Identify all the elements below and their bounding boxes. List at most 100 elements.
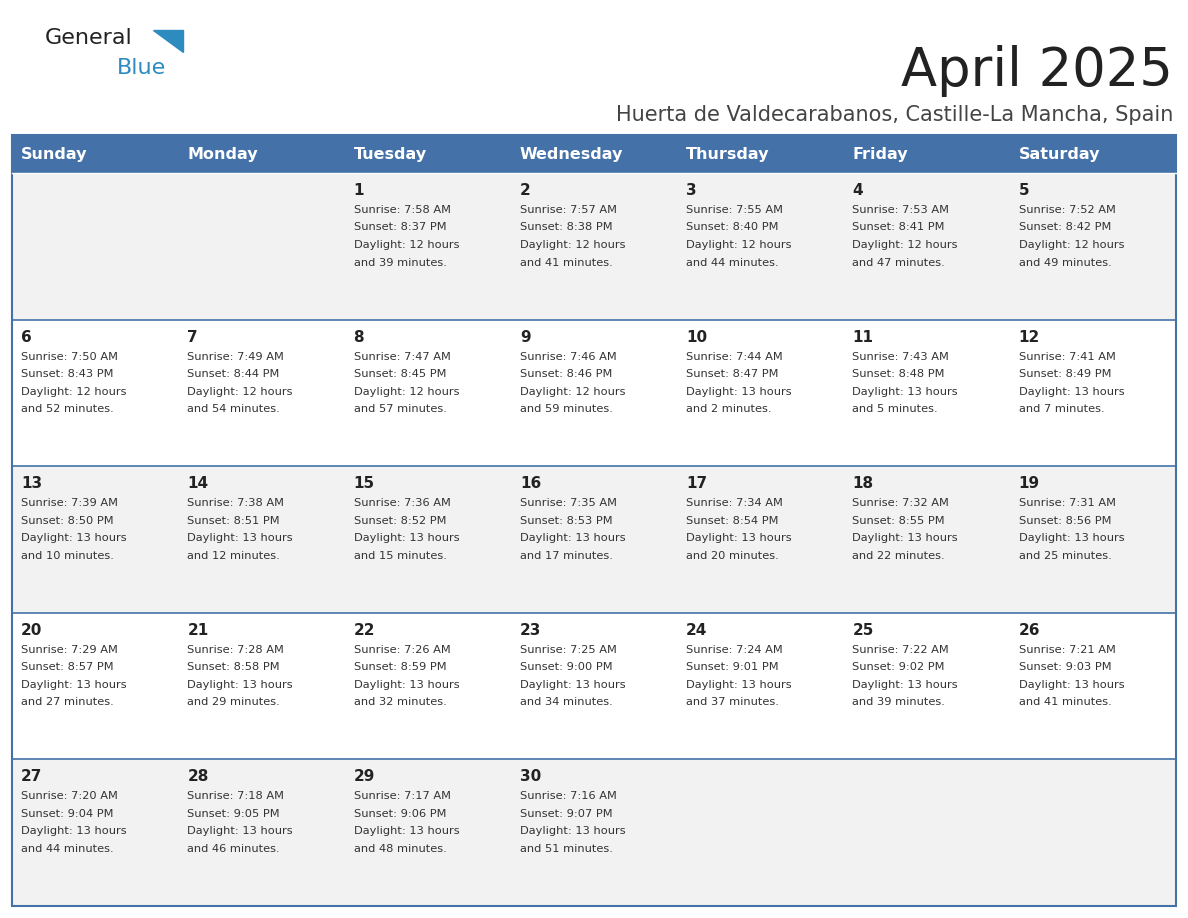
Text: Daylight: 13 hours: Daylight: 13 hours bbox=[21, 680, 127, 689]
Text: Daylight: 13 hours: Daylight: 13 hours bbox=[853, 533, 958, 543]
Text: 6: 6 bbox=[21, 330, 32, 344]
Bar bbox=[677, 613, 843, 759]
Text: Daylight: 13 hours: Daylight: 13 hours bbox=[1019, 386, 1124, 397]
Bar bbox=[345, 135, 511, 173]
Text: 27: 27 bbox=[21, 769, 43, 784]
Text: 11: 11 bbox=[853, 330, 873, 344]
Bar bbox=[12, 319, 178, 466]
Text: and 32 minutes.: and 32 minutes. bbox=[354, 698, 447, 707]
Text: Daylight: 12 hours: Daylight: 12 hours bbox=[520, 240, 625, 250]
Text: Sunset: 8:56 PM: Sunset: 8:56 PM bbox=[1019, 516, 1111, 526]
Text: Sunset: 8:54 PM: Sunset: 8:54 PM bbox=[687, 516, 778, 526]
Bar bbox=[178, 173, 345, 319]
Text: Daylight: 13 hours: Daylight: 13 hours bbox=[520, 533, 626, 543]
Text: Sunrise: 7:28 AM: Sunrise: 7:28 AM bbox=[188, 644, 284, 655]
Text: Daylight: 12 hours: Daylight: 12 hours bbox=[687, 240, 791, 250]
Text: Sunset: 8:47 PM: Sunset: 8:47 PM bbox=[687, 369, 778, 379]
Bar bbox=[511, 135, 677, 173]
Bar bbox=[677, 759, 843, 906]
Text: Sunset: 8:38 PM: Sunset: 8:38 PM bbox=[520, 222, 613, 232]
Text: Sunset: 8:43 PM: Sunset: 8:43 PM bbox=[21, 369, 114, 379]
Text: 17: 17 bbox=[687, 476, 707, 491]
Text: and 44 minutes.: and 44 minutes. bbox=[687, 258, 779, 267]
Text: Daylight: 13 hours: Daylight: 13 hours bbox=[687, 386, 791, 397]
Text: Saturday: Saturday bbox=[1019, 147, 1100, 162]
Text: and 44 minutes.: and 44 minutes. bbox=[21, 844, 114, 854]
Text: Sunset: 9:04 PM: Sunset: 9:04 PM bbox=[21, 809, 114, 819]
Bar bbox=[12, 613, 178, 759]
Text: Sunset: 8:57 PM: Sunset: 8:57 PM bbox=[21, 662, 114, 672]
Bar bbox=[178, 135, 345, 173]
Bar bbox=[1010, 613, 1176, 759]
Text: Sunset: 9:05 PM: Sunset: 9:05 PM bbox=[188, 809, 280, 819]
Text: Sunrise: 7:39 AM: Sunrise: 7:39 AM bbox=[21, 498, 118, 509]
Text: and 46 minutes.: and 46 minutes. bbox=[188, 844, 280, 854]
Text: and 37 minutes.: and 37 minutes. bbox=[687, 698, 779, 707]
Text: Sunrise: 7:25 AM: Sunrise: 7:25 AM bbox=[520, 644, 617, 655]
Bar bbox=[511, 466, 677, 613]
Text: General: General bbox=[45, 28, 133, 48]
Bar bbox=[1010, 319, 1176, 466]
Bar bbox=[843, 759, 1010, 906]
Text: Sunrise: 7:57 AM: Sunrise: 7:57 AM bbox=[520, 205, 617, 215]
Bar bbox=[677, 319, 843, 466]
Bar bbox=[1010, 759, 1176, 906]
Bar bbox=[12, 759, 178, 906]
Text: Daylight: 13 hours: Daylight: 13 hours bbox=[354, 533, 460, 543]
Text: April 2025: April 2025 bbox=[902, 45, 1173, 97]
Text: Sunset: 8:44 PM: Sunset: 8:44 PM bbox=[188, 369, 279, 379]
Text: 28: 28 bbox=[188, 769, 209, 784]
Text: 8: 8 bbox=[354, 330, 365, 344]
Text: Sunrise: 7:43 AM: Sunrise: 7:43 AM bbox=[853, 352, 949, 362]
Text: and 39 minutes.: and 39 minutes. bbox=[354, 258, 447, 267]
Text: Sunset: 8:49 PM: Sunset: 8:49 PM bbox=[1019, 369, 1111, 379]
Text: Sunset: 8:42 PM: Sunset: 8:42 PM bbox=[1019, 222, 1111, 232]
Text: Daylight: 13 hours: Daylight: 13 hours bbox=[21, 826, 127, 836]
Bar bbox=[843, 466, 1010, 613]
Text: 7: 7 bbox=[188, 330, 198, 344]
Text: Sunrise: 7:47 AM: Sunrise: 7:47 AM bbox=[354, 352, 450, 362]
Text: Sunset: 8:40 PM: Sunset: 8:40 PM bbox=[687, 222, 778, 232]
Text: 2: 2 bbox=[520, 183, 531, 198]
Text: Sunrise: 7:17 AM: Sunrise: 7:17 AM bbox=[354, 791, 450, 801]
Bar bbox=[1010, 135, 1176, 173]
Text: Daylight: 13 hours: Daylight: 13 hours bbox=[1019, 680, 1124, 689]
Text: 15: 15 bbox=[354, 476, 374, 491]
Text: 16: 16 bbox=[520, 476, 541, 491]
Text: Sunset: 9:01 PM: Sunset: 9:01 PM bbox=[687, 662, 779, 672]
Text: and 47 minutes.: and 47 minutes. bbox=[853, 258, 946, 267]
Text: and 49 minutes.: and 49 minutes. bbox=[1019, 258, 1112, 267]
Bar bbox=[843, 135, 1010, 173]
Bar bbox=[511, 759, 677, 906]
Bar bbox=[1010, 466, 1176, 613]
Text: and 7 minutes.: and 7 minutes. bbox=[1019, 404, 1105, 414]
Text: Sunrise: 7:41 AM: Sunrise: 7:41 AM bbox=[1019, 352, 1116, 362]
Bar bbox=[1010, 173, 1176, 319]
Text: Sunrise: 7:29 AM: Sunrise: 7:29 AM bbox=[21, 644, 118, 655]
Bar bbox=[843, 613, 1010, 759]
Text: Daylight: 13 hours: Daylight: 13 hours bbox=[1019, 533, 1124, 543]
Text: Sunrise: 7:46 AM: Sunrise: 7:46 AM bbox=[520, 352, 617, 362]
Text: 21: 21 bbox=[188, 622, 209, 638]
Text: 1: 1 bbox=[354, 183, 364, 198]
Text: Daylight: 13 hours: Daylight: 13 hours bbox=[188, 826, 293, 836]
Text: Sunrise: 7:34 AM: Sunrise: 7:34 AM bbox=[687, 498, 783, 509]
Text: Sunset: 8:59 PM: Sunset: 8:59 PM bbox=[354, 662, 447, 672]
Text: Daylight: 12 hours: Daylight: 12 hours bbox=[188, 386, 292, 397]
Text: Friday: Friday bbox=[853, 147, 908, 162]
Text: 25: 25 bbox=[853, 622, 874, 638]
Text: Sunrise: 7:38 AM: Sunrise: 7:38 AM bbox=[188, 498, 284, 509]
Text: Sunset: 9:02 PM: Sunset: 9:02 PM bbox=[853, 662, 944, 672]
Text: and 20 minutes.: and 20 minutes. bbox=[687, 551, 779, 561]
Text: Sunset: 8:45 PM: Sunset: 8:45 PM bbox=[354, 369, 446, 379]
Bar bbox=[178, 759, 345, 906]
Text: Sunrise: 7:49 AM: Sunrise: 7:49 AM bbox=[188, 352, 284, 362]
Text: Daylight: 13 hours: Daylight: 13 hours bbox=[354, 826, 460, 836]
Text: Sunset: 8:55 PM: Sunset: 8:55 PM bbox=[853, 516, 944, 526]
Text: and 57 minutes.: and 57 minutes. bbox=[354, 404, 447, 414]
Text: Sunrise: 7:16 AM: Sunrise: 7:16 AM bbox=[520, 791, 617, 801]
Text: Sunset: 8:46 PM: Sunset: 8:46 PM bbox=[520, 369, 612, 379]
Text: 22: 22 bbox=[354, 622, 375, 638]
Text: Thursday: Thursday bbox=[687, 147, 770, 162]
Text: 14: 14 bbox=[188, 476, 208, 491]
